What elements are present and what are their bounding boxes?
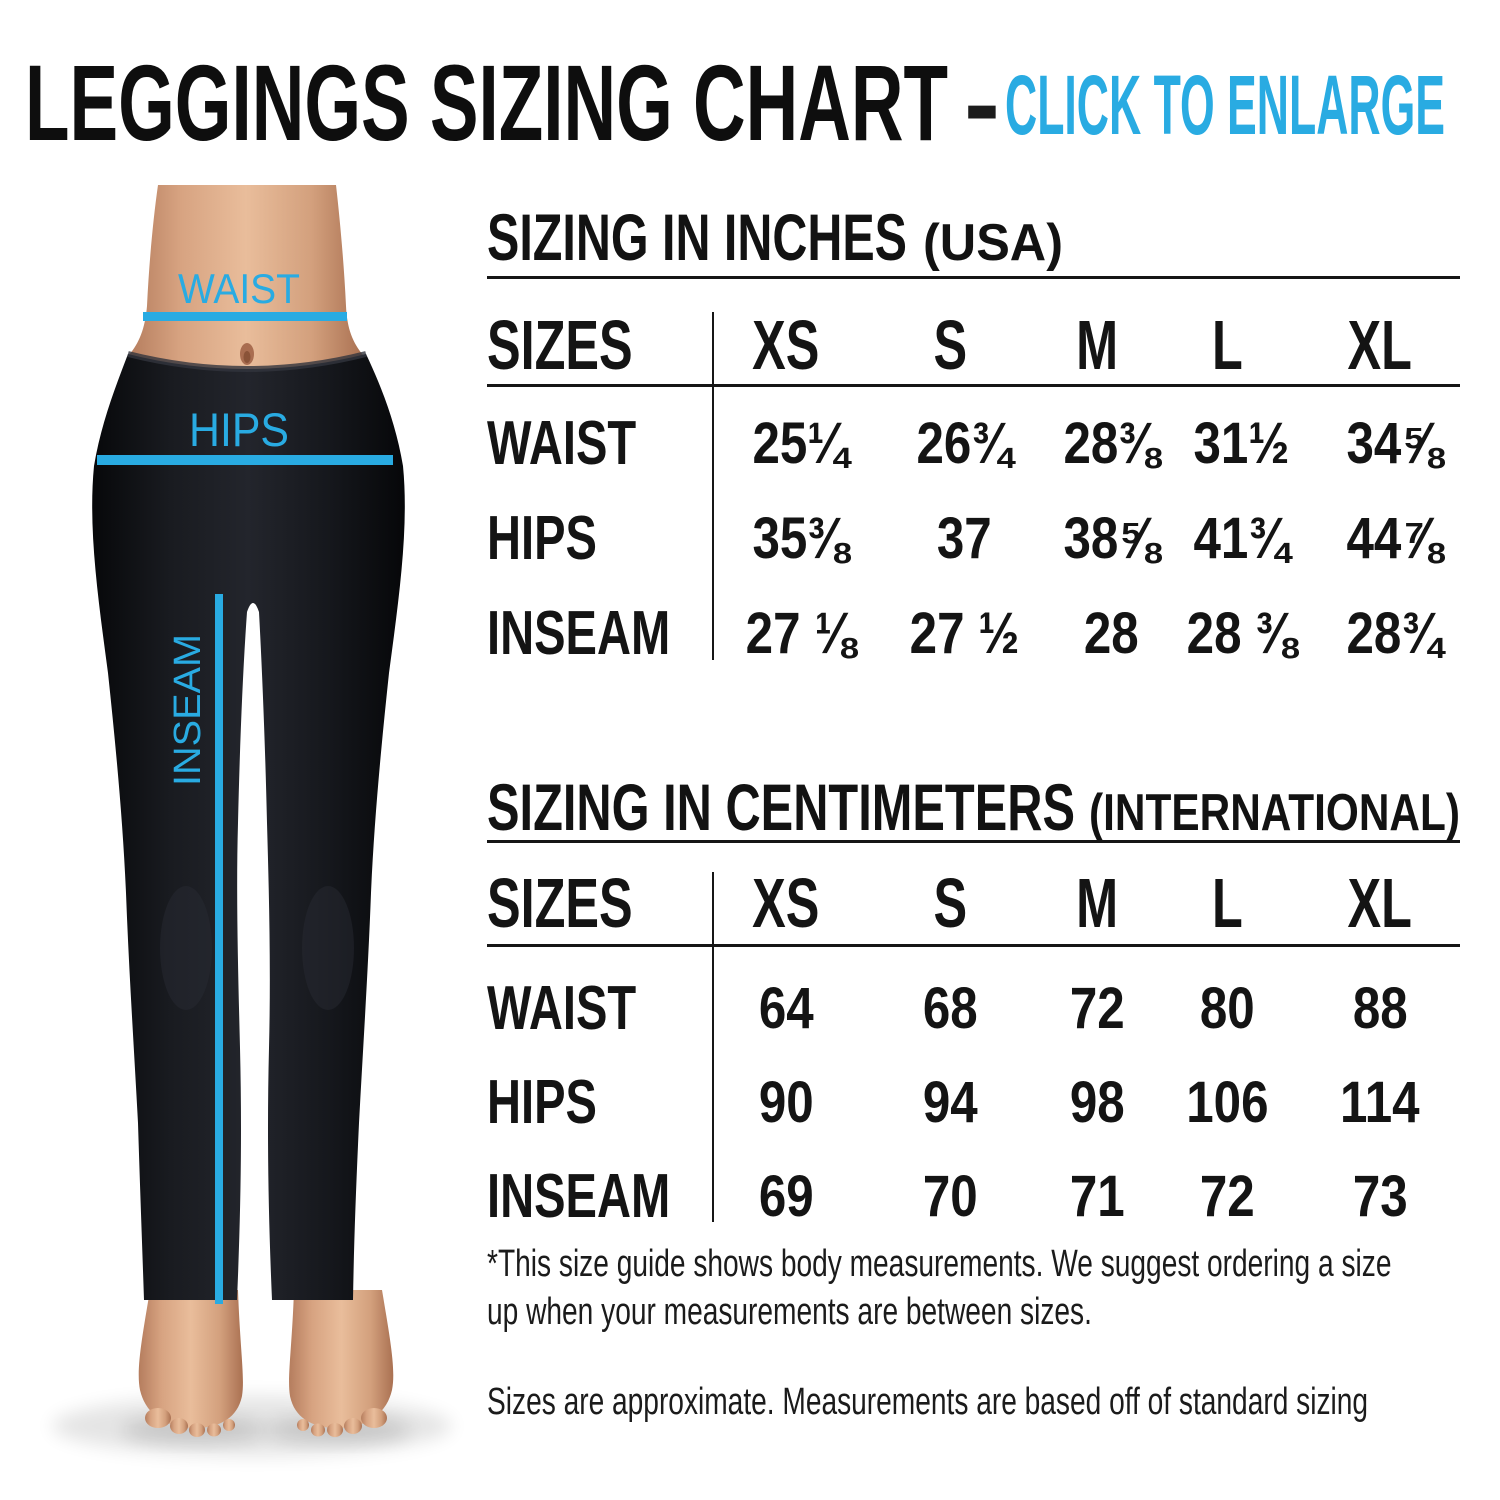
table-rule — [487, 840, 1460, 843]
table-rule — [487, 944, 1460, 947]
footnote-line: Sizes are approximate. Measurements are … — [487, 1381, 1369, 1423]
cell-value: 34⅝ — [1346, 410, 1442, 476]
col-s: S — [933, 864, 967, 942]
inches-waist-row: WAIST 25¼ 26¾ 28⅜ 31½ 34⅝ — [487, 408, 1460, 478]
hips-line — [97, 455, 393, 465]
footnote-line: up when your measurements are between si… — [487, 1291, 1092, 1333]
cell-value: 69 — [758, 1163, 814, 1229]
col-xs: XS — [752, 306, 820, 384]
col-l: L — [1212, 306, 1243, 384]
cm-title-text: SIZING IN CENTIMETERS — [487, 770, 1075, 842]
leggings-figure: WAIST HIPS INSEAM — [52, 185, 452, 1456]
footnote-approximate: Sizes are approximate. Measurements are … — [487, 1378, 1500, 1426]
col-l: L — [1212, 864, 1243, 942]
cell-value: 94 — [922, 1069, 978, 1135]
col-xs: XS — [752, 864, 820, 942]
cell-value: 72 — [1200, 1163, 1255, 1229]
torso — [129, 185, 363, 390]
table-divider — [712, 312, 714, 660]
cell-value: 27 ⅛ — [745, 600, 855, 666]
title-bar: LEGGINGS SIZING CHART - CLICK TO ENLARGE — [25, 50, 1445, 162]
col-m: M — [1076, 864, 1119, 942]
inseam-line — [215, 594, 223, 1304]
cell-value: 88 — [1352, 975, 1408, 1041]
cm-waist-row: WAIST 64 68 72 80 88 — [487, 973, 1460, 1043]
cell-value: 68 — [922, 975, 978, 1041]
waist-line — [143, 312, 347, 321]
cell-value: 72 — [1070, 975, 1125, 1041]
col-m: M — [1076, 306, 1119, 384]
cell-value: 28¾ — [1346, 600, 1442, 666]
sizes-label: SIZES — [487, 864, 633, 942]
inches-title-suffix: (USA) — [923, 214, 1063, 272]
row-label-inseam: INSEAM — [487, 598, 671, 668]
navel-shadow — [243, 351, 251, 363]
cell-value: 37 — [936, 505, 992, 571]
leggings — [92, 354, 405, 1300]
cell-value: 70 — [922, 1163, 978, 1229]
inches-header-row: SIZES XS S M L XL — [487, 306, 1460, 384]
cell-value: 98 — [1070, 1069, 1125, 1135]
waist-annotation-label: WAIST — [178, 265, 300, 312]
waistband-sheen — [127, 351, 367, 372]
cell-value: 41¾ — [1193, 505, 1290, 571]
cell-value: 26¾ — [916, 410, 1012, 476]
cell-value: 28 — [1084, 600, 1139, 666]
table-divider — [712, 872, 714, 1222]
cm-header-row: SIZES XS S M L XL — [487, 864, 1460, 942]
col-xl: XL — [1347, 864, 1413, 942]
col-s: S — [933, 306, 967, 384]
cm-hips-row: HIPS 90 94 98 106 114 — [487, 1067, 1460, 1137]
cell-value: 71 — [1070, 1163, 1125, 1229]
col-xl: XL — [1347, 306, 1413, 384]
cell-value: 64 — [758, 975, 814, 1041]
inches-inseam-row: INSEAM 27 ⅛ 27 ½ 28 28 ⅜ 28¾ — [487, 598, 1460, 668]
cm-inseam-row: INSEAM 69 70 71 72 73 — [487, 1161, 1460, 1231]
cell-value: 31½ — [1193, 410, 1290, 476]
page-title: LEGGINGS SIZING CHART — [25, 50, 948, 162]
inches-title-text: SIZING IN INCHES — [487, 204, 907, 272]
row-label-waist: WAIST — [487, 973, 637, 1043]
sizes-label: SIZES — [487, 306, 633, 384]
cell-value: 44⅞ — [1346, 505, 1442, 571]
row-label-hips: HIPS — [487, 503, 597, 573]
cell-value: 90 — [758, 1069, 814, 1135]
cell-value: 28 ⅜ — [1186, 600, 1297, 666]
knee-highlight-right — [302, 886, 354, 1010]
click-to-enlarge-link[interactable]: CLICK TO ENLARGE — [1005, 58, 1445, 152]
cm-table-title: SIZING IN CENTIMETERS (INTERNATIONAL) — [487, 770, 1460, 842]
inches-table-title: SIZING IN INCHES (USA) — [487, 204, 1063, 272]
inches-hips-row: HIPS 35⅜ 37 38⅝ 41¾ 44⅞ — [487, 503, 1460, 573]
row-label-hips: HIPS — [487, 1067, 597, 1137]
knee-highlight-left — [160, 886, 212, 1010]
title-separator: - — [964, 50, 1000, 162]
cell-value: 35⅜ — [752, 505, 848, 571]
row-label-inseam: INSEAM — [487, 1161, 671, 1231]
footnote-line: *This size guide shows body measurements… — [487, 1243, 1392, 1285]
cell-value: 38⅝ — [1063, 505, 1160, 571]
cell-value: 106 — [1186, 1069, 1269, 1135]
cell-value: 27 ½ — [909, 600, 1019, 666]
cm-title-suffix: (INTERNATIONAL) — [1089, 784, 1460, 842]
table-rule — [487, 276, 1460, 279]
cell-value: 28⅜ — [1063, 410, 1160, 476]
inseam-annotation-label: INSEAM — [167, 634, 209, 786]
cell-value: 73 — [1352, 1163, 1408, 1229]
footnote-size-guide: *This size guide shows body measurements… — [487, 1240, 1500, 1336]
row-label-waist: WAIST — [487, 408, 637, 478]
feet — [138, 1290, 394, 1437]
hips-annotation-label: HIPS — [189, 403, 289, 456]
table-rule — [487, 384, 1460, 387]
cell-value: 114 — [1340, 1069, 1420, 1135]
cell-value: 80 — [1200, 975, 1255, 1041]
cell-value: 25¼ — [752, 410, 848, 476]
